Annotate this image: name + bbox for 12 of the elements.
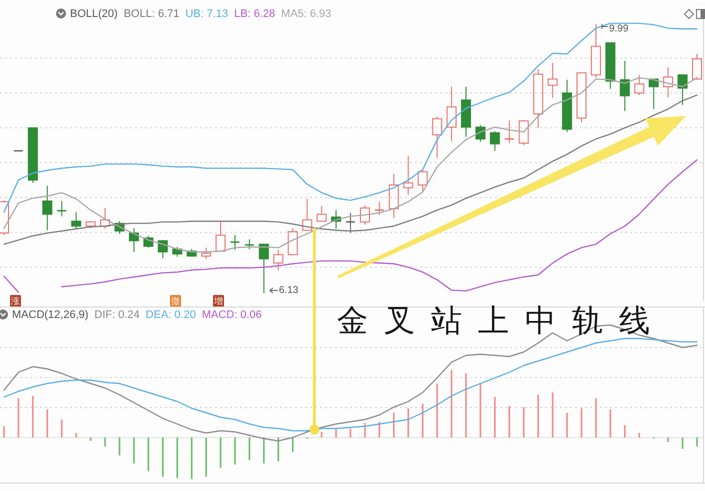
- stamp: 涨: [10, 295, 21, 307]
- legend: BOLL(20) BOLL: 6.71 UB: 7.13 LB: 6.28 MA5: 6.93: [56, 8, 332, 20]
- stamp: 增: [213, 295, 224, 307]
- legend-title: BOLL(20): [70, 8, 118, 20]
- value-label: 9.99: [601, 24, 628, 34]
- value-label: 6.13: [269, 285, 298, 296]
- stamp: 撤: [170, 295, 181, 307]
- annotation: 6.13: [278, 285, 299, 296]
- annotation: 9.99: [608, 24, 629, 34]
- legend: MACD(12,26,9) DIF: 0.24 DEA: 0.20 MACD: 0.06: [0, 308, 262, 321]
- annotation: 金叉站上中轨线: [337, 303, 650, 338]
- legend-title: MACD(12,26,9): [12, 308, 88, 321]
